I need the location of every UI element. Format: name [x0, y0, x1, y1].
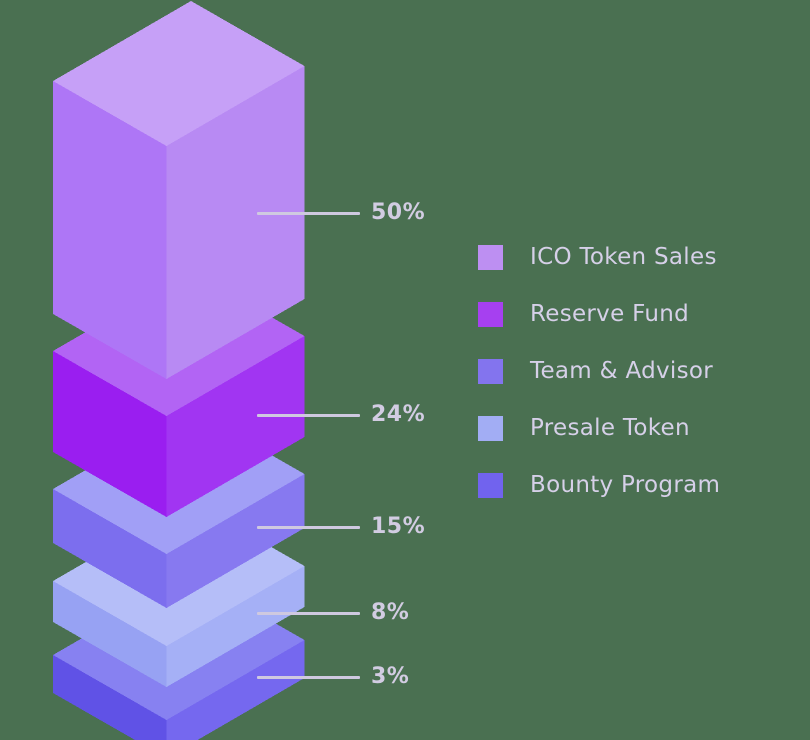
block-reserve-fund-left-face — [53, 351, 167, 517]
percent-label: 50% — [371, 200, 426, 225]
legend-label: Presale Token — [530, 415, 690, 441]
callout-line — [257, 211, 360, 215]
block-team-advisor-right-face — [166, 474, 305, 608]
block-presale-token-right-face — [166, 566, 305, 687]
percent-label: 8% — [371, 600, 410, 625]
block-presale-token-left-face — [53, 581, 167, 687]
legend-swatch — [478, 473, 503, 498]
legend-item-ico-token-sales: ICO Token Sales — [478, 245, 717, 270]
block-reserve-fund-right-face — [166, 336, 305, 517]
block-team-advisor-left-face — [53, 489, 167, 608]
percent-label: 3% — [371, 664, 410, 689]
callout-line — [257, 413, 360, 417]
legend-label: ICO Token Sales — [530, 244, 717, 270]
block-bounty-program-left-face — [53, 655, 167, 740]
percent-label: 15% — [371, 514, 426, 539]
block-ico-token-sales-right-face — [166, 66, 305, 379]
legend-item-bounty-program: Bounty Program — [478, 473, 720, 498]
percent-label: 24% — [371, 402, 426, 427]
callout-line — [257, 675, 360, 679]
legend-item-team-advisor: Team & Advisor — [478, 359, 713, 384]
legend-swatch — [478, 245, 503, 270]
legend-label: Reserve Fund — [530, 301, 690, 327]
legend-swatch — [478, 302, 503, 327]
legend-item-presale-token: Presale Token — [478, 416, 690, 441]
callout-line — [257, 611, 360, 615]
callout-line — [257, 525, 360, 529]
legend-item-reserve-fund: Reserve Fund — [478, 302, 689, 327]
block-ico-token-sales-top-face — [53, 1, 305, 146]
legend-swatch — [478, 359, 503, 384]
legend-label: Bounty Program — [530, 472, 721, 498]
block-ico-token-sales-left-face — [53, 81, 167, 379]
block-bounty-program-right-face — [166, 640, 305, 740]
legend-swatch — [478, 416, 503, 441]
legend-label: Team & Advisor — [530, 358, 713, 384]
